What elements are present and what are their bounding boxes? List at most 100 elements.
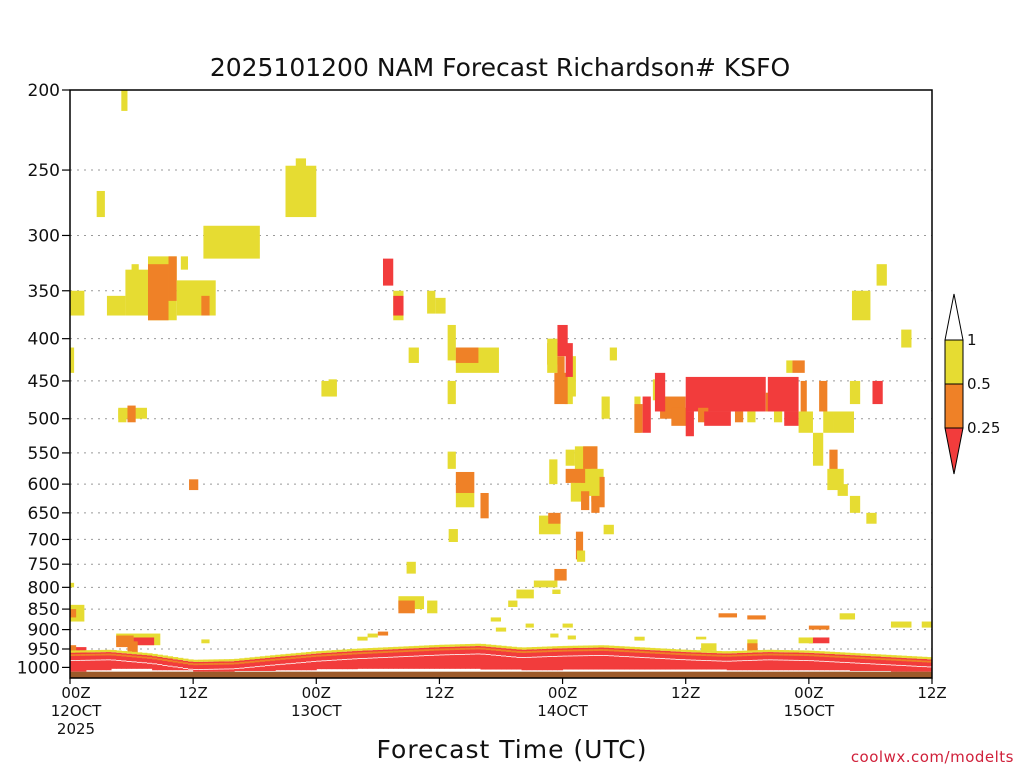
surface-band-yellow bbox=[490, 644, 497, 648]
surface-band-white bbox=[270, 664, 276, 666]
surface-band-white bbox=[844, 662, 851, 664]
surface-band-yellow bbox=[336, 649, 343, 653]
surface-band-orange bbox=[331, 653, 338, 656]
ri-cell bbox=[398, 600, 415, 614]
surface-band-orange bbox=[783, 653, 789, 656]
ri-cell bbox=[800, 380, 807, 412]
ri-cell bbox=[455, 347, 479, 363]
ri-cell bbox=[798, 411, 813, 433]
surface-band-red bbox=[490, 647, 497, 670]
surface-band-white bbox=[542, 656, 548, 658]
surface-band-red bbox=[711, 653, 717, 670]
surface-band-orange bbox=[316, 654, 322, 657]
ri-cell bbox=[747, 643, 758, 651]
surface-band-red bbox=[890, 657, 897, 672]
surface-band-red bbox=[701, 652, 707, 670]
surface-band-white bbox=[244, 667, 251, 669]
surface-band-red bbox=[90, 652, 97, 671]
ri-cell bbox=[367, 633, 378, 638]
surface-band-yellow bbox=[249, 657, 256, 660]
surface-band-orange bbox=[516, 651, 523, 653]
surface-band-orange bbox=[141, 656, 148, 659]
x-tick-label: 00Z bbox=[302, 684, 331, 702]
surface-band-orange bbox=[675, 653, 682, 655]
surface-band-white bbox=[111, 659, 117, 661]
surface-band-yellow bbox=[403, 646, 410, 649]
surface-band-red bbox=[239, 660, 245, 671]
surface-band-white bbox=[439, 654, 446, 656]
surface-band-orange bbox=[911, 659, 918, 662]
surface-band-red bbox=[603, 647, 610, 670]
surface-band-yellow bbox=[855, 653, 861, 656]
surface-band-white bbox=[572, 655, 579, 657]
ri-cell bbox=[866, 512, 877, 524]
x-tick-label: 12Z bbox=[425, 684, 454, 702]
y-axis: 200 250 300 350 400 450 500 550 600 650 700 750 8008… bbox=[17, 81, 70, 678]
surface-band-white bbox=[321, 660, 328, 662]
surface-band-red bbox=[649, 650, 656, 670]
ri-cell bbox=[435, 297, 446, 314]
surface-band-red bbox=[926, 659, 933, 672]
surface-band-red bbox=[660, 650, 666, 670]
ri-cell bbox=[201, 295, 210, 316]
surface-band-white bbox=[526, 656, 533, 658]
x-tick-label: 12Z bbox=[178, 684, 207, 702]
surface-band-red bbox=[726, 653, 733, 671]
surface-band-white bbox=[783, 659, 789, 661]
x-axis-label: Forecast Time (UTC) bbox=[377, 735, 648, 764]
surface-band-white bbox=[372, 657, 379, 659]
surface-band-red bbox=[326, 652, 333, 670]
surface-band-white bbox=[172, 666, 179, 668]
ri-cell bbox=[698, 407, 709, 423]
surface-band-orange bbox=[588, 649, 594, 652]
ri-cell bbox=[377, 631, 389, 636]
surface-band-orange bbox=[311, 655, 317, 658]
surface-band-orange bbox=[490, 648, 497, 651]
surface-band-yellow bbox=[747, 650, 753, 653]
ri-cell bbox=[447, 380, 456, 405]
ri-cell bbox=[839, 613, 856, 620]
surface-band-orange bbox=[208, 663, 215, 665]
surface-band-white bbox=[100, 659, 107, 661]
surface-band-orange bbox=[290, 657, 297, 659]
surface-band-red bbox=[213, 661, 220, 672]
ri-cell bbox=[70, 609, 77, 618]
surface-band-white bbox=[757, 659, 764, 661]
y-tick-label: 300 bbox=[28, 226, 60, 246]
surface-band-white bbox=[675, 659, 682, 660]
surface-band-orange bbox=[188, 663, 194, 665]
surface-band-white bbox=[300, 662, 307, 663]
surface-band-white bbox=[742, 660, 748, 662]
surface-band-orange bbox=[136, 656, 143, 658]
surface-band-yellow bbox=[146, 653, 153, 656]
surface-band-orange bbox=[382, 651, 389, 653]
surface-band-yellow bbox=[347, 649, 353, 652]
surface-band-orange bbox=[413, 649, 420, 652]
surface-band-yellow bbox=[275, 654, 281, 657]
surface-band-orange bbox=[711, 654, 717, 657]
surface-band-white bbox=[454, 654, 461, 655]
surface-band-orange bbox=[485, 648, 492, 651]
surface-band-red bbox=[454, 646, 461, 669]
surface-band-yellow bbox=[531, 647, 538, 650]
surface-band-white bbox=[80, 659, 86, 661]
surface-band-white bbox=[352, 658, 358, 660]
ri-cell bbox=[480, 492, 489, 519]
surface-band-red bbox=[577, 647, 584, 670]
surface-band-red bbox=[752, 652, 759, 671]
surface-band-orange bbox=[295, 656, 302, 659]
surface-band-orange bbox=[470, 647, 476, 650]
surface-band-white bbox=[629, 656, 635, 658]
ri-cell bbox=[557, 356, 565, 381]
surface-band-yellow bbox=[449, 644, 456, 647]
surface-band-orange bbox=[429, 648, 435, 651]
surface-band-yellow bbox=[808, 650, 815, 653]
surface-band-white bbox=[634, 656, 641, 658]
surface-band-white bbox=[577, 655, 584, 657]
surface-band-white bbox=[803, 660, 810, 661]
surface-band-red bbox=[80, 652, 86, 671]
surface-band-red bbox=[475, 646, 481, 669]
surface-band-white bbox=[747, 660, 753, 661]
ri-cell bbox=[118, 409, 127, 423]
surface-band-orange bbox=[613, 649, 620, 652]
